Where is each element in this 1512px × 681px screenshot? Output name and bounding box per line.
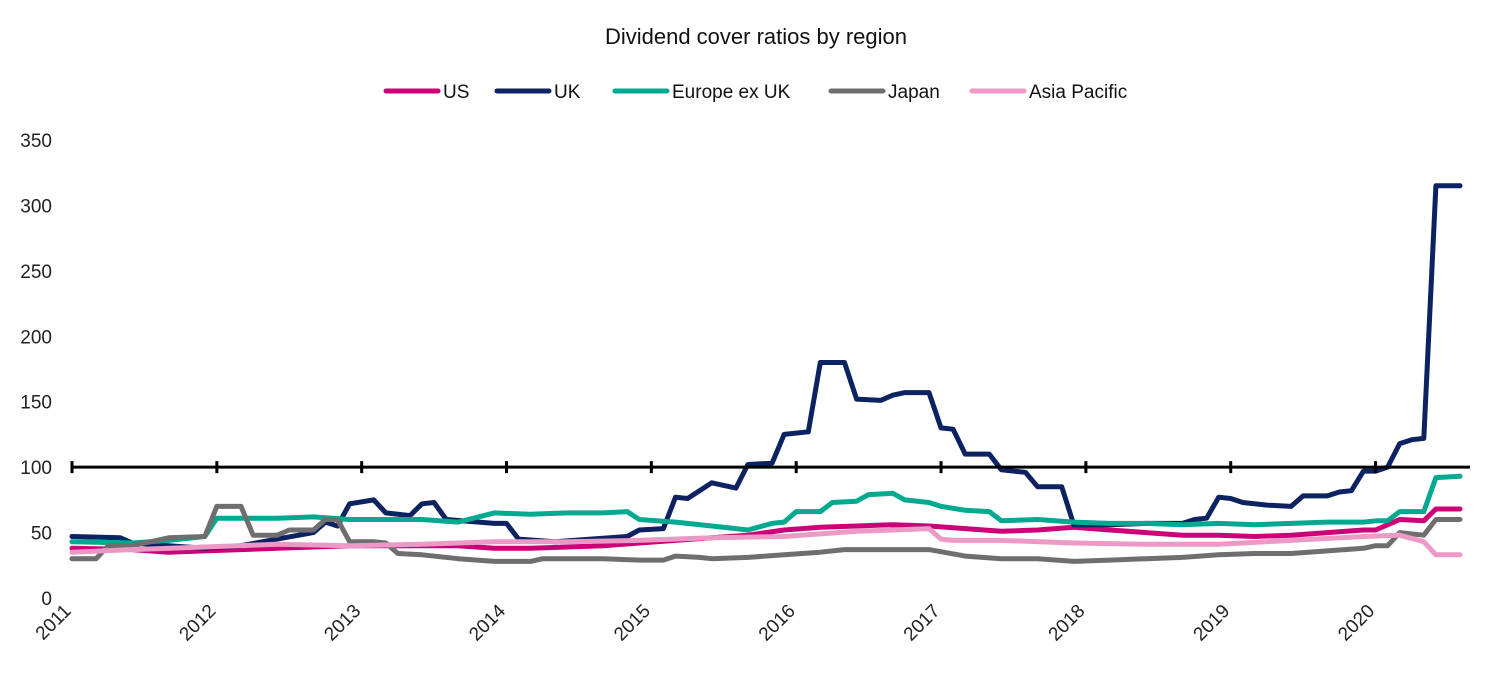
x-tick-label: 2019 [1190,601,1235,646]
x-tick-label: 2013 [320,601,365,646]
series-line [69,503,1463,564]
y-tick-label: 200 [20,327,52,348]
chart-title: Dividend cover ratios by region [605,24,907,49]
x-tick-label: 2011 [32,601,76,645]
x-tick-label: 2012 [176,601,221,646]
y-tick-label: 350 [20,131,52,152]
legend-label: Japan [888,82,940,103]
legend-label: US [443,82,469,103]
chart-legend: US UK Europe ex UK Japan Asia Pacific [383,82,1127,103]
x-tick-label: 2020 [1334,601,1379,646]
series-line [69,183,1463,551]
y-tick-label: 250 [20,262,52,283]
y-tick-label: 300 [20,196,52,217]
y-tick-label: 50 [31,524,52,545]
series-line [69,473,1463,546]
y-tick-label: 150 [20,393,52,414]
legend-label: Asia Pacific [1029,82,1127,103]
legend-label: Europe ex UK [672,82,791,103]
x-tick-label: 2016 [755,601,800,646]
x-tick-label: 2014 [465,600,510,645]
x-tick-label: 2015 [610,601,655,646]
x-axis: 2011 2012 2013 2014 2015 2016 2017 2018 2019 2020 [32,600,1379,645]
reference-line-group [70,461,1470,474]
series-line [69,526,1463,558]
x-tick-label: 2017 [900,601,945,646]
y-axis: 0 50 100 150 200 250 300 350 [20,131,52,610]
y-tick-label: 100 [20,458,52,479]
legend-label: UK [554,82,581,103]
series-lines [69,183,1463,564]
x-tick-label: 2018 [1045,601,1090,646]
y-tick-label: 0 [41,589,52,610]
